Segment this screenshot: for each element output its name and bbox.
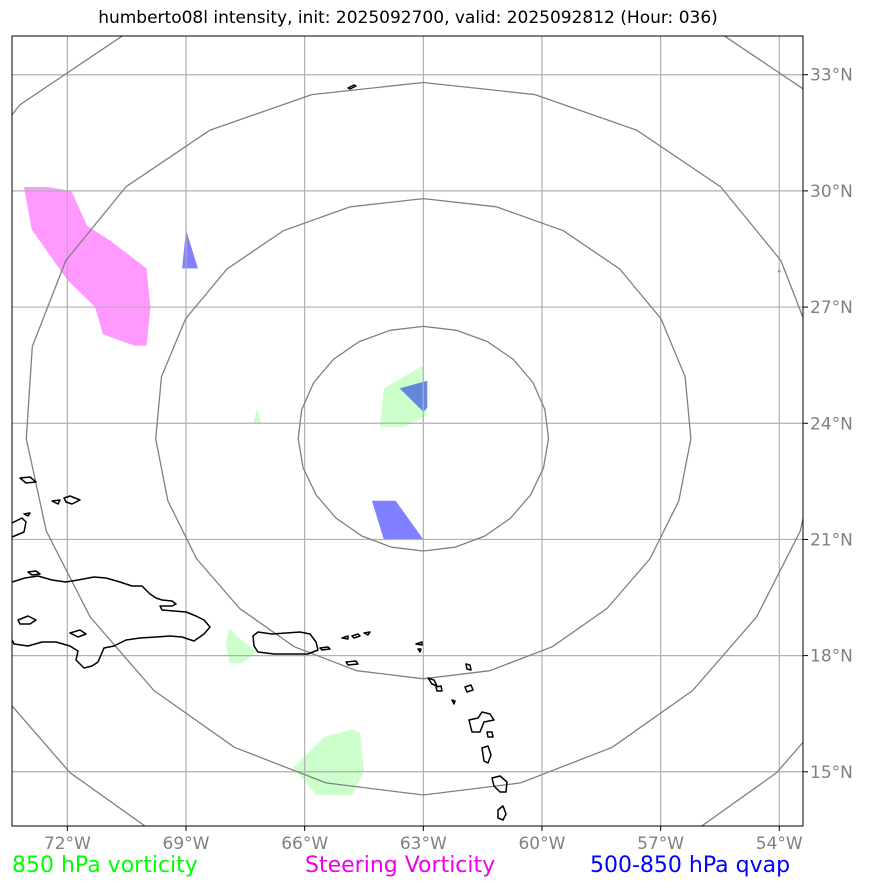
vort850-area <box>253 407 262 424</box>
coastline-dominica <box>481 745 492 764</box>
map-title: humberto08l intensity, init: 2025092700,… <box>98 8 718 28</box>
coastline-great-inagua <box>19 476 37 484</box>
latitude-tick-label: 30°N <box>810 182 853 202</box>
coastline-tortuga <box>69 629 87 638</box>
longitude-tick-label: 63°W <box>400 834 447 854</box>
range-ring <box>297 325 550 552</box>
coastline-st-martin <box>417 648 422 653</box>
coastline-cay <box>23 512 31 517</box>
legend-steering-vorticity: Steering Vorticity <box>305 853 496 878</box>
vort850-area <box>379 365 428 428</box>
qvap-area <box>182 229 198 269</box>
map-frame <box>11 35 804 827</box>
steering-vorticity-area <box>23 187 151 346</box>
range-ring <box>25 81 803 796</box>
coastline-st-thomas <box>341 635 349 640</box>
legend-850hpa-vorticity: 850 hPa vorticity <box>12 853 198 878</box>
latitude-tick-label: 18°N <box>810 647 853 667</box>
coastline-st-croix <box>345 660 359 666</box>
coastline-st-kitts <box>427 677 438 687</box>
coastline-barbuda <box>465 663 472 671</box>
coastline-anegada <box>363 631 371 636</box>
coastline-navassa <box>27 570 41 576</box>
coastline-cuba-tip <box>12 517 27 538</box>
coastline-puerto-rico <box>252 631 319 655</box>
longitude-tick-label: 60°W <box>518 834 565 854</box>
legend-qvap: 500-850 hPa qvap <box>590 853 791 878</box>
vort850-area <box>292 729 364 795</box>
coastline-anguilla <box>415 641 423 646</box>
longitude-tick-label: 66°W <box>281 834 328 854</box>
coastline-martinique <box>491 775 508 793</box>
coastline-caicos <box>63 495 81 505</box>
longitude-tick-label: 72°W <box>44 834 91 854</box>
latitude-tick-label: 33°N <box>810 66 853 86</box>
coastline-st-lucia <box>497 805 507 821</box>
longitude-tick-label: 54°W <box>756 834 803 854</box>
coastline-vieques <box>319 646 331 651</box>
coastline-guadeloupe <box>468 711 495 733</box>
coastline-antigua <box>464 684 474 693</box>
coastline-gonave <box>17 615 37 625</box>
coastline-nevis <box>435 685 443 692</box>
coastline-marie-galante <box>486 731 494 738</box>
latitude-tick-label: 21°N <box>810 530 853 550</box>
vort850-area <box>225 628 258 664</box>
latitude-tick-label: 24°N <box>810 414 853 434</box>
coastline-bermuda <box>347 84 357 90</box>
qvap-area <box>371 500 424 540</box>
coastline-mayaguana <box>51 499 61 505</box>
coastline-montserrat <box>451 699 456 705</box>
gridline-layer <box>12 36 803 826</box>
latitude-tick-layer: 33°N 30°N 27°N 24°N 21°N 18°N 15°N <box>803 66 853 783</box>
data-fill-layer <box>23 187 782 795</box>
longitude-tick-label: 69°W <box>163 834 210 854</box>
longitude-tick-label: 57°W <box>637 834 684 854</box>
longitude-tick-layer: 72°W 69°W 66°W 63°W 60°W 57°W 54°W <box>44 826 803 854</box>
coastline-tortola <box>351 633 361 639</box>
range-ring <box>155 197 692 680</box>
latitude-tick-label: 27°N <box>810 298 853 318</box>
coastline-layer <box>12 84 508 821</box>
coastline-hispaniola <box>12 575 211 669</box>
qvap-overlap-area <box>399 380 428 412</box>
latitude-tick-label: 15°N <box>810 763 853 783</box>
